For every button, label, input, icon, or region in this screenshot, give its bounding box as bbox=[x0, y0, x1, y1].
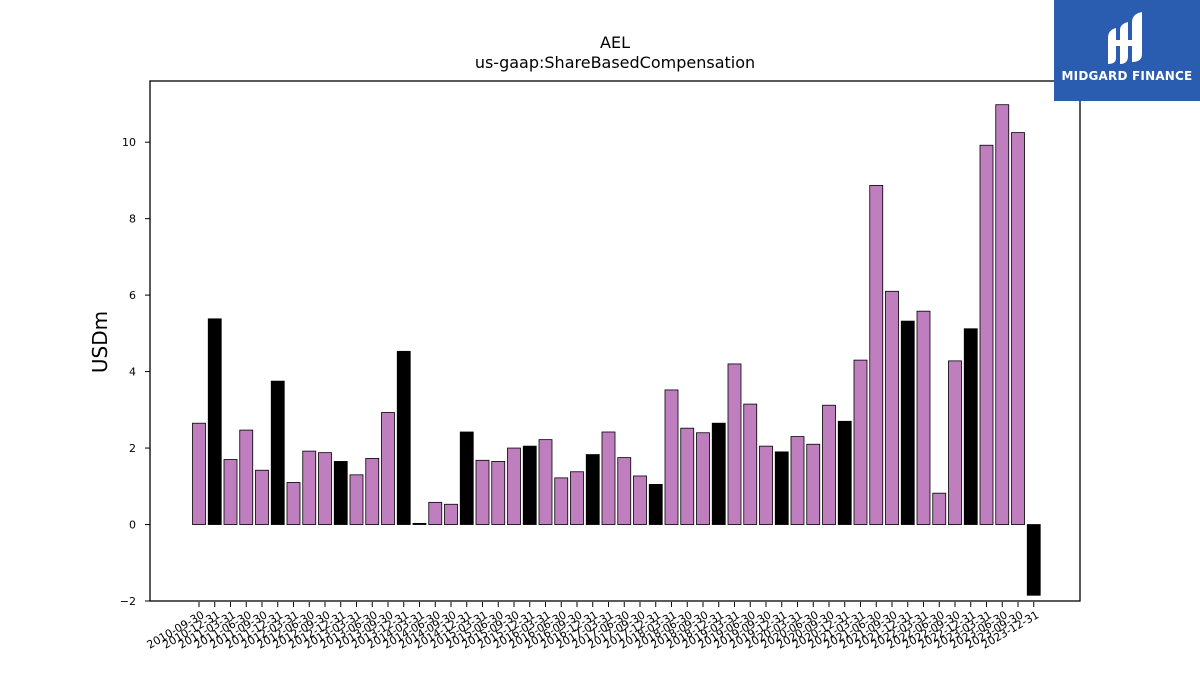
bar bbox=[333, 461, 348, 525]
chart-subtitle: us-gaap:ShareBasedCompensation bbox=[475, 53, 755, 72]
bar bbox=[554, 477, 569, 525]
bar bbox=[837, 420, 852, 525]
bar bbox=[318, 452, 332, 525]
bar bbox=[790, 436, 805, 525]
bar bbox=[995, 104, 1010, 525]
midgard-logo-icon bbox=[1108, 12, 1142, 64]
bar bbox=[491, 461, 506, 525]
bar bbox=[207, 318, 222, 525]
bar bbox=[774, 451, 789, 525]
bar bbox=[948, 360, 962, 525]
bar bbox=[601, 431, 616, 525]
y-tick-label: 0 bbox=[129, 519, 136, 532]
bar bbox=[428, 501, 443, 525]
bar bbox=[349, 474, 364, 525]
bar bbox=[979, 144, 994, 525]
bar bbox=[932, 492, 947, 525]
bar bbox=[223, 459, 238, 525]
bar bbox=[475, 459, 490, 525]
bar bbox=[239, 429, 254, 525]
bar bbox=[963, 328, 978, 525]
bar bbox=[617, 457, 632, 525]
bar bbox=[396, 350, 411, 525]
y-tick-label: 10 bbox=[122, 136, 136, 149]
bar bbox=[1026, 524, 1041, 596]
bar bbox=[869, 184, 884, 525]
bar bbox=[538, 439, 553, 525]
bar bbox=[1011, 132, 1025, 525]
chart-title: AEL bbox=[600, 33, 630, 52]
bar bbox=[885, 290, 899, 525]
bar bbox=[648, 483, 663, 525]
bar bbox=[192, 422, 206, 525]
bar bbox=[270, 380, 285, 525]
bar bbox=[696, 432, 710, 525]
bar bbox=[711, 422, 726, 525]
bar bbox=[302, 450, 317, 525]
bar bbox=[585, 454, 600, 525]
bar bbox=[806, 443, 821, 525]
y-tick-label: 4 bbox=[129, 366, 136, 379]
bar bbox=[759, 445, 773, 525]
bar bbox=[900, 320, 915, 525]
y-tick-label: 6 bbox=[129, 289, 136, 302]
bar bbox=[916, 310, 931, 525]
bar bbox=[412, 522, 427, 525]
bar bbox=[743, 403, 758, 525]
bar bbox=[522, 445, 537, 525]
bar bbox=[822, 404, 836, 525]
bar bbox=[727, 363, 742, 525]
bar bbox=[286, 482, 301, 525]
bar bbox=[680, 427, 695, 525]
bar bbox=[507, 447, 521, 525]
bar bbox=[664, 389, 679, 525]
y-tick-label: 8 bbox=[129, 213, 136, 226]
logo-text: MIDGARD FINANCE bbox=[1061, 69, 1193, 83]
bar bbox=[570, 471, 584, 525]
y-axis-label: USDm bbox=[88, 311, 112, 373]
bar bbox=[444, 503, 458, 525]
bar bbox=[365, 457, 380, 525]
plot-frame bbox=[149, 80, 1081, 602]
bar bbox=[459, 431, 474, 525]
y-tick-label: −2 bbox=[120, 595, 136, 608]
y-tick-label: 2 bbox=[129, 442, 136, 455]
bar bbox=[381, 412, 395, 525]
brand-logo: MIDGARD FINANCE bbox=[1054, 0, 1200, 101]
bar bbox=[633, 475, 647, 525]
bar bbox=[255, 469, 269, 525]
bar bbox=[853, 359, 868, 525]
